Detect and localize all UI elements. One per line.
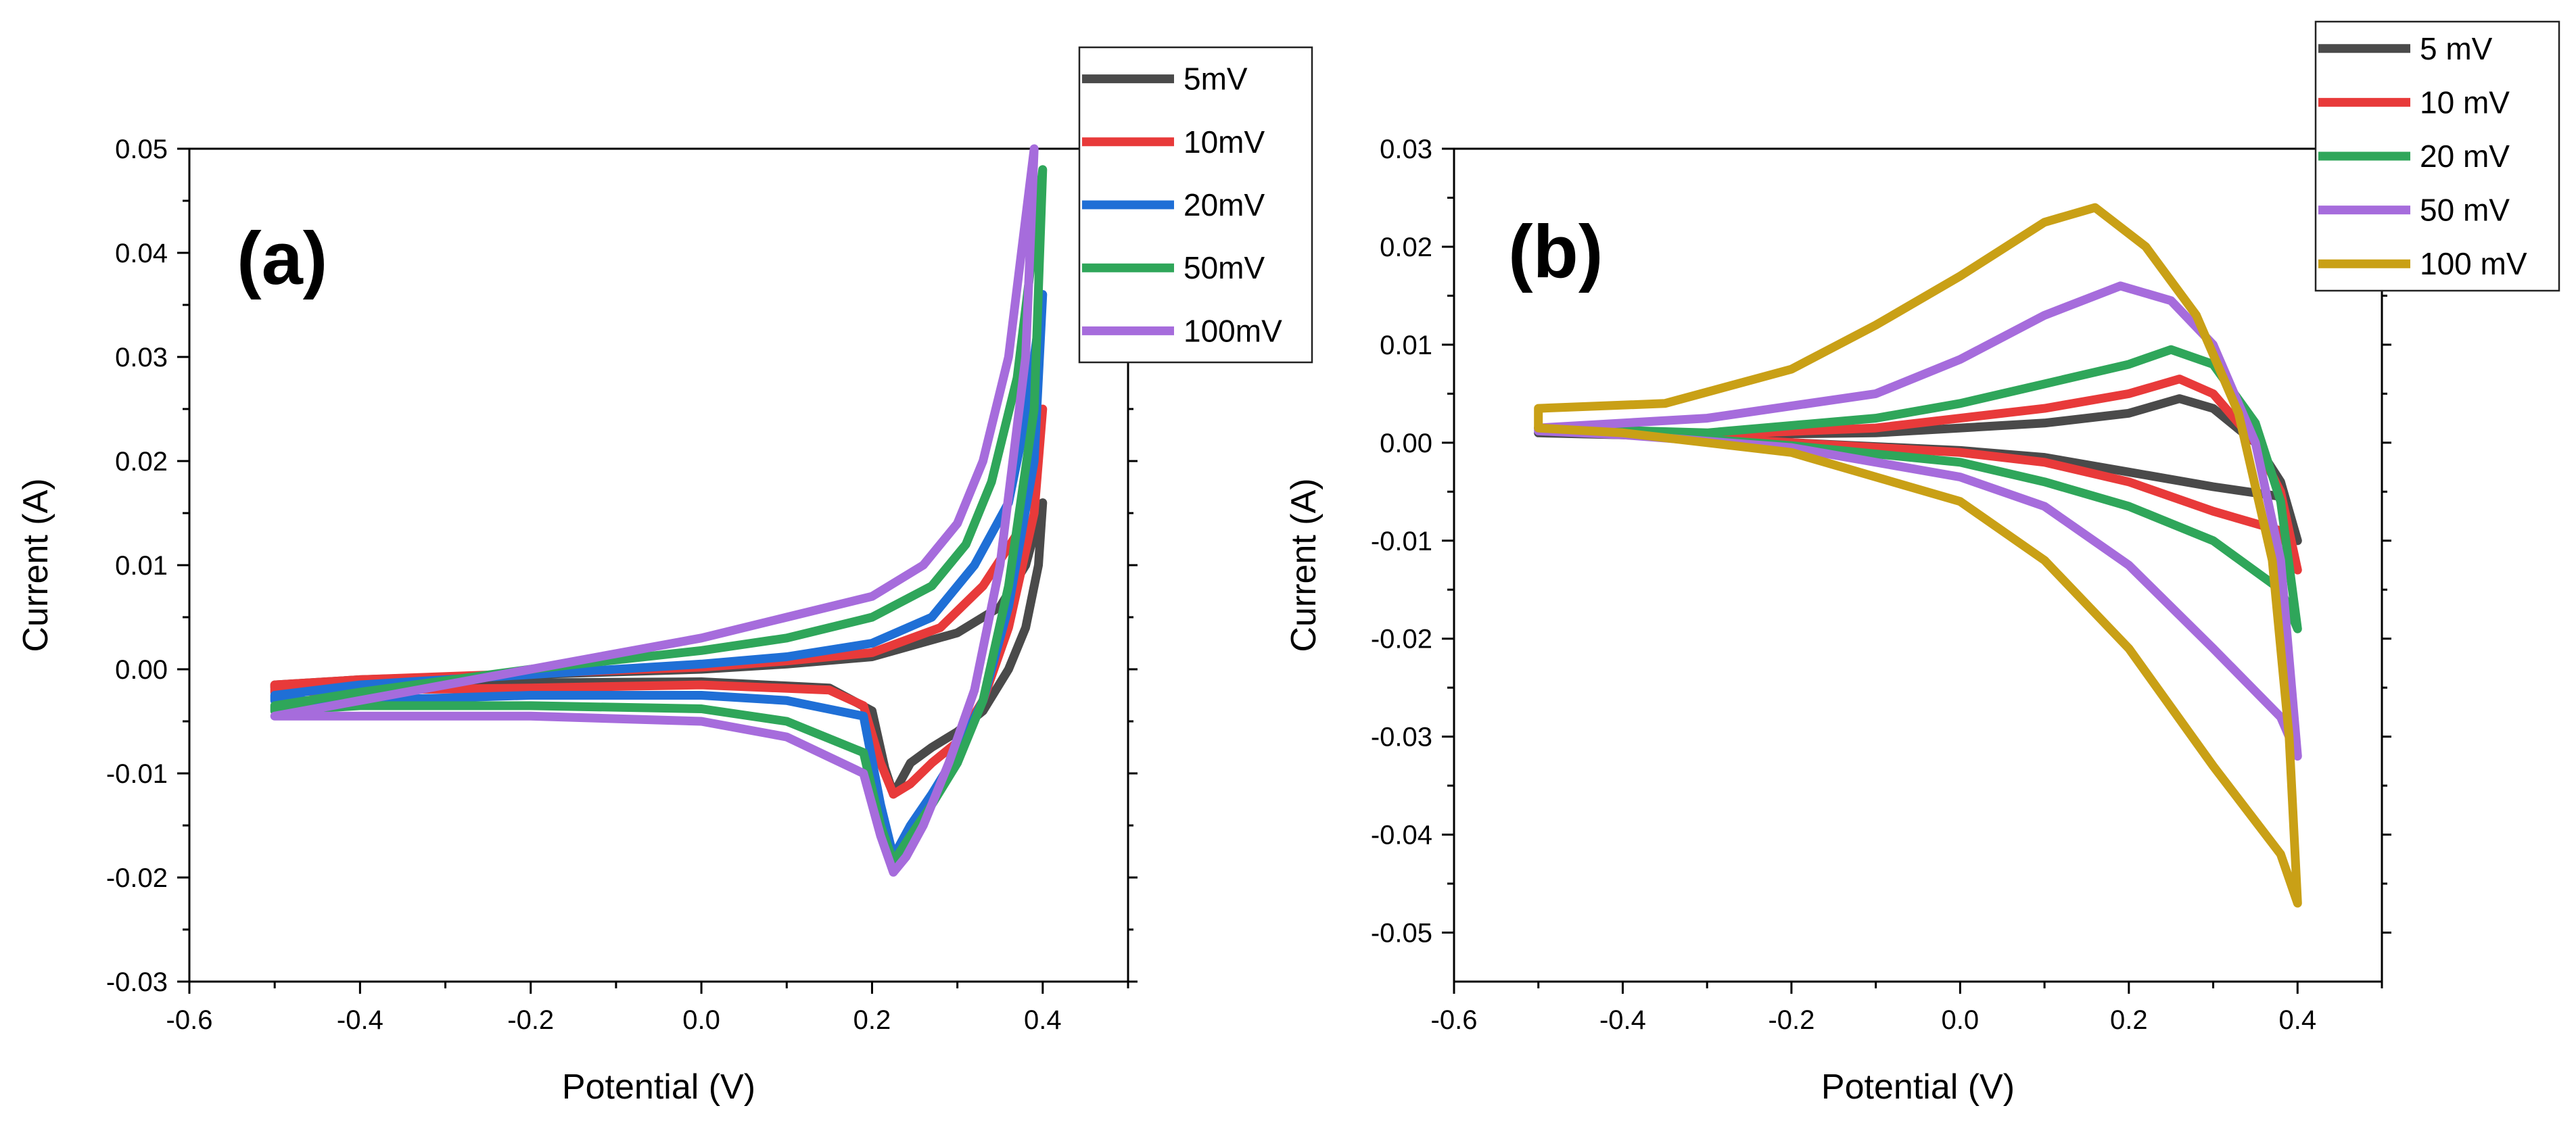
y-tick-label: 0.02 (115, 447, 168, 477)
x-tick-label: 0.0 (682, 1005, 720, 1035)
x-tick-label: 0.2 (853, 1005, 891, 1035)
y-tick-label: 0.01 (1380, 331, 1432, 360)
legend: 5 mV 10 mV 20 mV 50 mV 100 mV (2314, 20, 2560, 292)
y-tick-label: -0.01 (1371, 527, 1432, 556)
panel-label: (a) (237, 217, 327, 300)
x-tick-label: 0.4 (1024, 1005, 1062, 1035)
series-line-50mv (270, 165, 1048, 867)
y-tick-label: -0.03 (106, 967, 168, 997)
plot-frame (1453, 147, 2383, 983)
y-tick-label: -0.01 (106, 759, 168, 789)
x-axis-title: Potential (V) (562, 1067, 755, 1107)
legend-entry: 10mV (1184, 124, 1265, 160)
y-tick-label: 0.02 (1380, 233, 1432, 262)
y-tick-label: 0.05 (115, 135, 168, 164)
y-tick-label: -0.05 (1371, 919, 1432, 948)
legend-entry: 50mV (1184, 250, 1265, 285)
legend: 5mV 10mV 20mV 50mV 100mV (1078, 46, 1313, 364)
x-tick-label: -0.6 (1431, 1005, 1478, 1035)
legend-entry: 10 mV (2420, 85, 2510, 120)
x-axis-title: Potential (V) (1821, 1067, 2015, 1107)
x-tick-label: 0.2 (2110, 1005, 2148, 1035)
legend-entry: 20 mV (2420, 139, 2510, 174)
x-tick-label: -0.2 (1768, 1005, 1814, 1035)
x-tick-label: -0.2 (507, 1005, 554, 1035)
panel-a: -0.03 -0.02 -0.01 0.00 0.01 0.02 0.03 0.04 0.05 -… (16, 46, 1313, 1107)
series-line-20mv (1534, 345, 2302, 633)
x-tick-label: -0.6 (166, 1005, 213, 1035)
y-tick-label: 0.00 (115, 655, 168, 685)
series-line-100mv (1534, 203, 2302, 908)
series-line-50mv (1534, 281, 2302, 761)
y-tick-label: -0.04 (1371, 821, 1432, 850)
y-tick-label: -0.03 (1371, 723, 1432, 752)
panel-b: -0.05 -0.04 -0.03 -0.02 -0.01 0.00 0.01 0.02 0.0… (1284, 20, 2560, 1107)
y-tick-label: 0.01 (115, 551, 168, 581)
legend-entry: 100mV (1184, 313, 1282, 348)
y-tick-label: -0.02 (1371, 625, 1432, 654)
x-tick-label: 0.0 (1942, 1005, 1980, 1035)
x-tick-label: -0.4 (337, 1005, 383, 1035)
y-tick-label: -0.02 (106, 863, 168, 893)
legend-entry: 100 mV (2420, 246, 2527, 281)
x-tick-label: 0.4 (2278, 1005, 2316, 1035)
legend-entry: 20mV (1184, 187, 1265, 222)
y-tick-label: 0.03 (1380, 135, 1432, 164)
legend-entry: 50 mV (2420, 193, 2510, 228)
series-line-100mv (270, 144, 1039, 877)
panel-label: (b) (1508, 210, 1603, 293)
y-tick-label: 0.04 (115, 239, 168, 268)
y-axis-title: Current (A) (1284, 478, 1324, 652)
y-tick-label: 0.03 (115, 343, 168, 372)
y-axis-title: Current (A) (16, 478, 55, 652)
y-tick-label: 0.00 (1380, 429, 1432, 458)
legend-entry: 5 mV (2420, 31, 2493, 66)
legend-entry: 5mV (1184, 62, 1248, 97)
x-tick-label: -0.4 (1599, 1005, 1646, 1035)
